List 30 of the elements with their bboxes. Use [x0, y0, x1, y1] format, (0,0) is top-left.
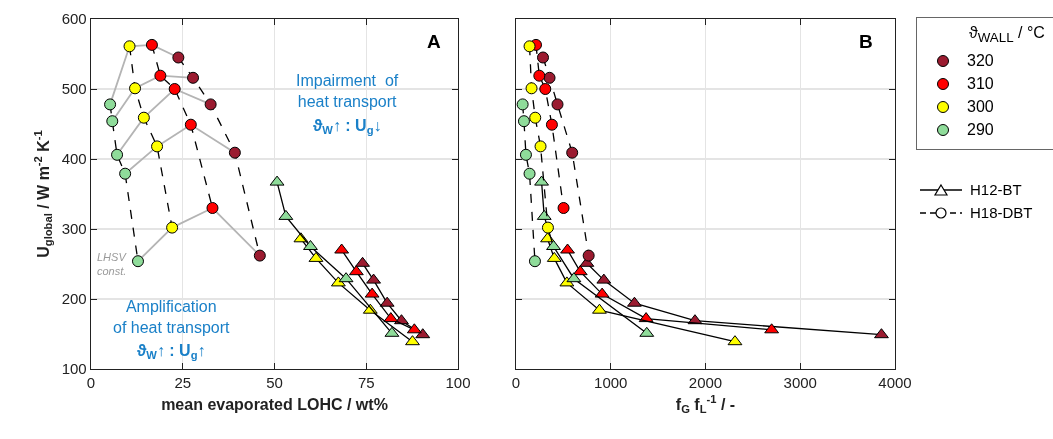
y-tick-label: 400: [61, 150, 87, 168]
y-tick-label: 100: [61, 360, 87, 378]
x-tick-label: 100: [445, 374, 471, 392]
text: H12-BT: [970, 181, 1022, 198]
annotation: B: [859, 31, 873, 52]
x-axis-title: f$_{G}$ f$_{L}$$^{-1}$ / -: [675, 393, 736, 416]
x-axis-title: mean evaporated LOHC / wt%: [161, 395, 388, 413]
x-tick-label: 0: [86, 374, 96, 392]
y-tick-label: 300: [61, 220, 87, 238]
legend-label: 310: [967, 74, 994, 93]
legend-label: 320: [967, 51, 994, 70]
annotation: ϑ$_{W}$↑ : U$_{g}$↓: [313, 117, 382, 137]
x-tick-label: 3000: [783, 374, 817, 392]
annotation: ϑ$_{W}$↑ : U$_{g}$↑: [137, 342, 206, 362]
legend-label: 300: [967, 97, 994, 116]
x-tick-label: 25: [174, 374, 192, 392]
x-tick-label: 0: [511, 374, 521, 392]
y-tick-label: 500: [61, 80, 87, 98]
x-tick-label: 50: [266, 374, 283, 392]
x-tick-label: 4000: [878, 374, 912, 392]
x-tick-label: 2000: [688, 374, 723, 392]
annotation: A: [427, 31, 441, 52]
y-tick-label: 200: [61, 290, 87, 308]
x-tick-label: 1000: [594, 374, 628, 392]
x-tick-label: 75: [357, 374, 375, 392]
y-tick-label: 600: [61, 10, 87, 28]
annotation: LHSV const.: [97, 251, 128, 278]
legend-label: 290: [967, 120, 994, 139]
legend-title: ϑ$_{WALL}$ / °C: [968, 24, 1046, 46]
text: H18-DBT: [970, 204, 1033, 221]
